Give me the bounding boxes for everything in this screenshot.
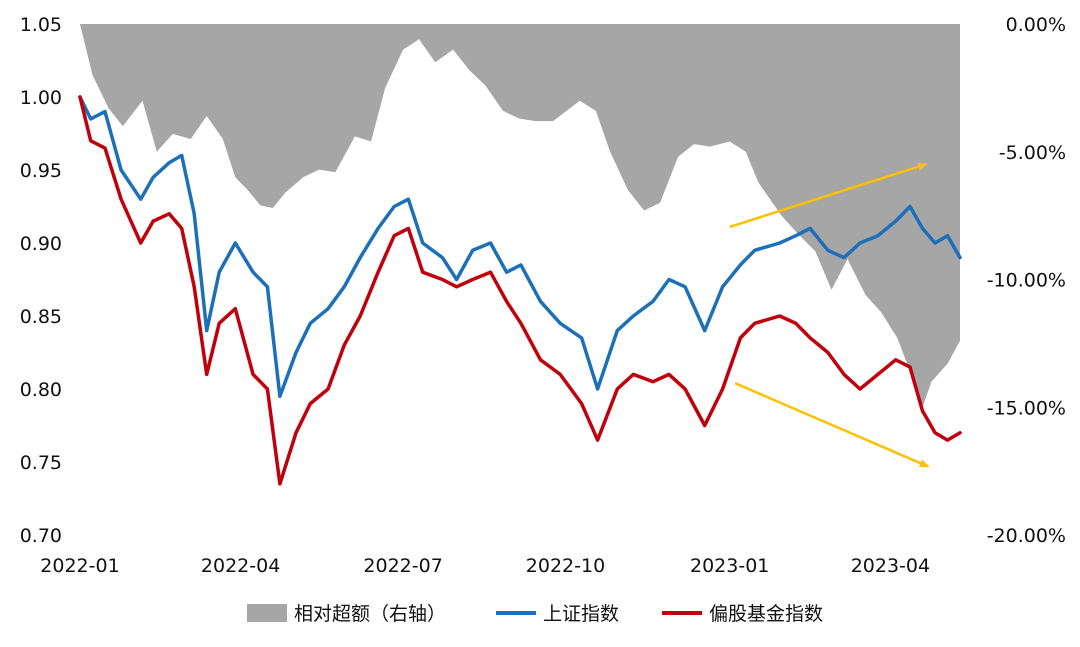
legend: 相对超额（右轴） 上证指数 偏股基金指数 — [247, 603, 823, 625]
left-tick-label: 0.95 — [20, 160, 62, 182]
x-tick-label: 2023-04 — [851, 555, 930, 577]
series-fund-line — [78, 95, 962, 486]
x-tick-label: 2022-10 — [526, 555, 605, 577]
left-tick-label: 0.75 — [20, 452, 62, 474]
series-excess-area — [80, 24, 960, 408]
trend-arrows — [729, 162, 930, 468]
x-tick-label: 2022-07 — [363, 555, 442, 577]
right-tick-label: -10.00% — [987, 270, 1066, 292]
x-tick-label: 2022-01 — [40, 555, 119, 577]
left-tick-label: 0.90 — [20, 233, 62, 255]
left-tick-label: 0.70 — [20, 525, 62, 547]
trend-arrow-down — [734, 382, 930, 468]
left-axis-tick-labels: 0.70 0.75 0.80 0.85 0.90 0.95 1.00 1.05 — [20, 14, 62, 547]
right-tick-label: 0.00% — [1006, 14, 1066, 36]
legend-swatch-excess — [247, 604, 287, 622]
index-lines-layer — [78, 95, 962, 486]
right-tick-label: -5.00% — [999, 142, 1066, 164]
legend-label-fund: 偏股基金指数 — [709, 603, 823, 625]
x-tick-label: 2023-01 — [690, 555, 769, 577]
x-axis-tick-labels: 2022-01 2022-04 2022-07 2022-10 2023-01 2023-… — [40, 555, 930, 577]
legend-label-sse: 上证指数 — [543, 603, 619, 625]
right-tick-label: -20.00% — [987, 525, 1066, 547]
x-tick-label: 2022-04 — [201, 555, 280, 577]
excess-area-layer — [80, 24, 960, 408]
left-tick-label: 1.00 — [20, 87, 62, 109]
series-sse-line — [78, 95, 962, 399]
right-tick-label: -15.00% — [987, 397, 1066, 419]
trend-arrow-up — [729, 162, 929, 229]
legend-label-excess: 相对超额（右轴） — [294, 603, 446, 625]
left-tick-label: 0.85 — [20, 306, 62, 328]
right-axis-tick-labels: 0.00% -5.00% -10.00% -15.00% -20.00% — [987, 14, 1066, 547]
left-tick-label: 0.80 — [20, 379, 62, 401]
left-tick-label: 1.05 — [20, 14, 62, 36]
